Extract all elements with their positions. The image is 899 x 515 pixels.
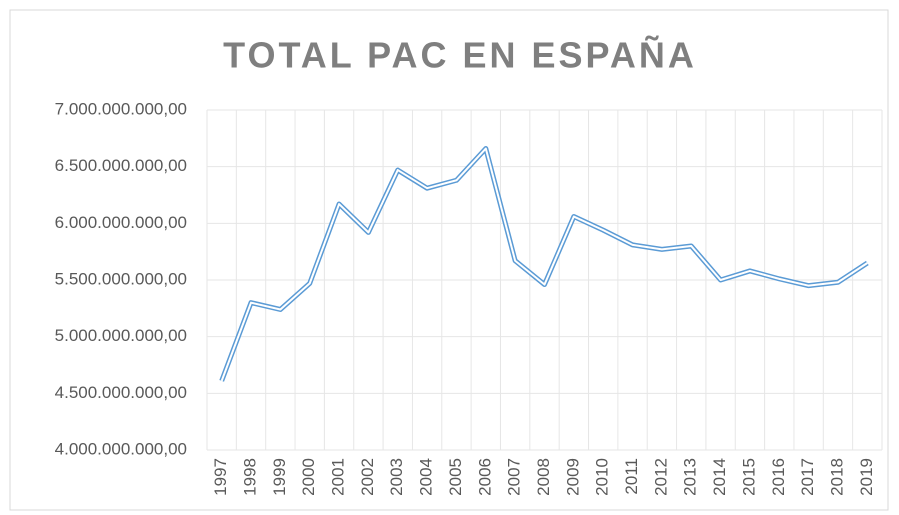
x-tick-label: 2006	[475, 458, 494, 496]
x-tick-label: 2019	[857, 458, 876, 496]
x-tick-label: 2010	[593, 458, 612, 496]
x-tick-label: 2005	[446, 458, 465, 496]
chart-title: TOTAL PAC EN ESPAÑA	[223, 34, 697, 76]
x-tick-label: 2015	[739, 458, 758, 496]
x-tick-label: 2011	[622, 458, 641, 495]
x-tick-label: 2000	[299, 458, 318, 496]
y-tick-label: 6.000.000.000,00	[55, 213, 187, 232]
x-tick-label: 2007	[505, 458, 524, 496]
x-tick-label: 2004	[417, 458, 436, 496]
y-tick-label: 6.500.000.000,00	[55, 156, 187, 175]
x-tick-label: 2014	[710, 458, 729, 496]
chart-frame	[9, 9, 889, 511]
x-tick-label: 2009	[563, 458, 582, 496]
x-tick-label: 1998	[241, 458, 260, 496]
y-tick-label: 7.000.000.000,00	[55, 99, 187, 118]
x-tick-label: 2002	[358, 458, 377, 496]
y-tick-label: 5.500.000.000,00	[55, 269, 187, 288]
y-tick-label: 4.000.000.000,00	[55, 439, 187, 458]
x-tick-label: 1999	[270, 458, 289, 496]
x-tick-label: 2008	[534, 458, 553, 496]
x-tick-label: 2001	[329, 458, 348, 496]
y-tick-label: 4.500.000.000,00	[55, 383, 187, 402]
line-series-inner	[220, 147, 868, 382]
x-tick-label: 2003	[387, 458, 406, 496]
x-tick-label: 2012	[651, 458, 670, 496]
x-tick-label: 2013	[681, 458, 700, 496]
y-tick-label: 5.000.000.000,00	[55, 326, 187, 345]
x-tick-label: 2018	[827, 458, 846, 496]
x-tick-label: 2016	[769, 458, 788, 496]
x-tick-label: 2017	[798, 458, 817, 496]
x-tick-label: 1997	[211, 458, 230, 496]
